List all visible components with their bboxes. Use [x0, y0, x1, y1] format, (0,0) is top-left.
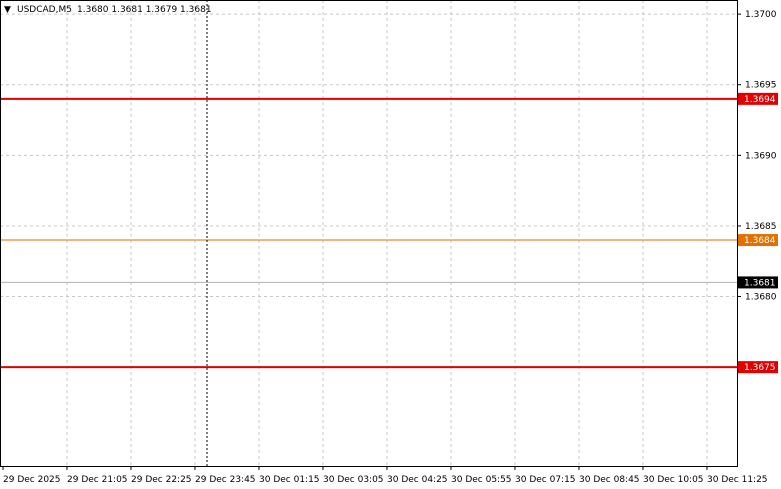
x-tick-label: 30 Dec 08:45 [579, 475, 640, 485]
y-tick-label: 1.3690 [745, 151, 777, 161]
horizontal-levels: 1.3694 1.3684 1.3675 1.3681 [0, 92, 778, 374]
level-label-box [738, 92, 778, 105]
y-tick-label: 1.3680 [745, 293, 777, 303]
level-label-box [738, 234, 778, 247]
current-price-label: 1.3681 [744, 278, 776, 288]
level-label-box [738, 361, 778, 374]
symbol-label: USDCAD,M5 [17, 5, 72, 15]
x-tick-label: 30 Dec 01:15 [259, 475, 320, 485]
y-tick-label: 1.3685 [745, 222, 777, 232]
y-tick-label: 1.3695 [745, 81, 777, 91]
ohlc-label: 1.3680 1.3681 1.3679 1.3681 [77, 5, 212, 15]
x-tick-label: 29 Dec 21:05 [67, 475, 128, 485]
x-tick-label: 30 Dec 10:05 [643, 475, 704, 485]
chart-header: ▼ USDCAD,M5 1.3680 1.3681 1.3679 1.3681 [4, 5, 212, 15]
grid [0, 0, 737, 466]
x-tick-label: 29 Dec 23:45 [195, 475, 256, 485]
y-axis: 1.3700 1.3695 1.3690 1.3685 1.3680 [737, 10, 777, 303]
x-tick-label: 30 Dec 03:05 [323, 475, 384, 485]
collapse-arrow-icon[interactable]: ▼ [4, 5, 11, 15]
x-tick-label: 30 Dec 07:15 [515, 475, 576, 485]
level-label: 1.3675 [744, 363, 776, 373]
x-tick-label: 30 Dec 05:55 [451, 475, 512, 485]
level-label: 1.3684 [744, 236, 776, 246]
y-tick-label: 1.3700 [745, 10, 777, 20]
plot-frame [0, 0, 738, 467]
x-tick-label: 30 Dec 04:25 [387, 475, 448, 485]
x-axis: 29 Dec 2025 29 Dec 21:05 29 Dec 22:25 29 De… [2, 466, 768, 485]
current-price-box [738, 276, 778, 289]
x-tick-label: 29 Dec 22:25 [131, 475, 192, 485]
x-tick-label: 29 Dec 2025 [3, 475, 61, 485]
x-tick-label: 30 Dec 11:25 [707, 475, 768, 485]
level-label: 1.3694 [744, 95, 776, 105]
